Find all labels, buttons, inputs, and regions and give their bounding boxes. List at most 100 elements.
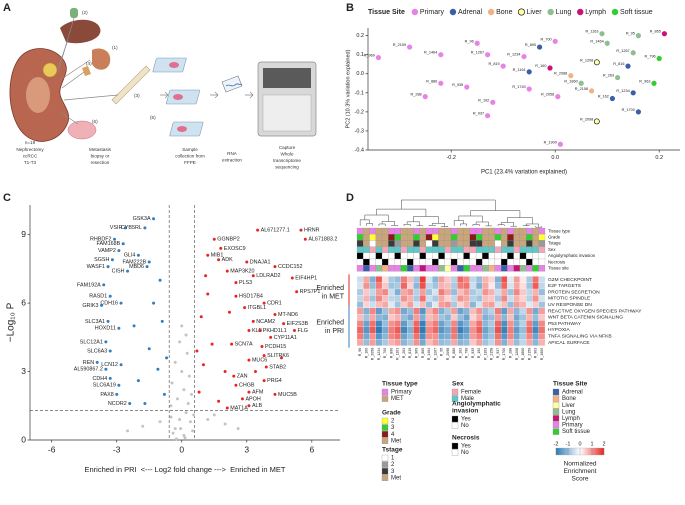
legend-label: Liver	[562, 403, 575, 409]
annotation-cell	[425, 258, 433, 266]
annotation-cell	[463, 246, 470, 253]
panel-label: B	[346, 2, 354, 14]
point-label: R_2158	[575, 87, 588, 91]
data-point	[204, 274, 208, 278]
annotation-cell	[363, 227, 370, 235]
heatmap-cell	[363, 307, 370, 315]
heatmap-cell	[494, 314, 502, 321]
annotation-cell	[507, 227, 514, 235]
annotation-cell	[532, 240, 539, 247]
annotation-cell	[388, 265, 395, 272]
legend-swatch	[552, 388, 560, 396]
column-label: R_1860	[521, 348, 525, 361]
dendrogram	[401, 199, 496, 211]
heatmap-cell	[356, 333, 364, 340]
heatmap-cell	[488, 307, 495, 315]
heatmap-cell	[356, 276, 364, 283]
dendrogram	[458, 215, 483, 222]
annotation-cell	[363, 234, 370, 241]
heatmap-cell	[432, 282, 439, 290]
row-label: G2M CHECKPOINT	[548, 277, 592, 283]
heatmap-cell	[519, 326, 527, 334]
gene-label: CCDC152	[278, 264, 303, 270]
heatmap-cell	[538, 301, 546, 309]
gene-label: STAB2	[269, 364, 286, 370]
heatmap-cell	[532, 288, 539, 296]
y-tick-label: 3	[21, 366, 26, 376]
gene-label: APOH	[245, 396, 260, 402]
heatmap-cell	[501, 301, 508, 309]
data-point	[206, 417, 210, 421]
annotation-cell	[450, 252, 458, 260]
annotation-cell	[482, 234, 489, 241]
annotation-cell	[482, 240, 489, 247]
step-label: resection	[91, 160, 110, 165]
legend-label: Adrenal	[458, 9, 483, 16]
heatmap-cell	[513, 326, 521, 334]
heatmap-cell	[413, 282, 420, 290]
row-label: TNFA SIGNALING VIA NFKB	[548, 334, 612, 340]
annotation-cell	[469, 258, 477, 266]
track-label: Angiolymphatic invasion	[548, 253, 596, 258]
data-point	[247, 404, 251, 408]
heatmap-cell	[388, 295, 395, 302]
column-label: R_886	[452, 348, 456, 359]
heatmap-cell	[488, 333, 495, 340]
heatmap-cell	[507, 301, 514, 309]
heatmap-cell	[532, 320, 539, 327]
data-point	[183, 436, 187, 440]
annotation-cell	[507, 234, 514, 241]
gene-label: HOXD11	[95, 326, 116, 332]
point-label: R_700	[540, 37, 551, 41]
heatmap-cell	[394, 314, 401, 321]
column-label: R_1163	[483, 348, 487, 360]
heatmap-cell	[501, 333, 508, 340]
heatmap-cell	[475, 326, 483, 334]
annotation-cell	[407, 252, 414, 260]
annotation-cell	[432, 265, 439, 272]
data-point	[173, 427, 177, 431]
heatmap-cell	[394, 301, 401, 309]
heatmap-cell	[369, 314, 376, 321]
heatmap-cell	[369, 276, 376, 283]
data-point	[262, 301, 266, 305]
annotation-cell	[513, 240, 521, 247]
annotation-cell	[419, 258, 427, 266]
gene-label: PLS3	[239, 280, 252, 286]
legend-title: Tissue type	[382, 381, 418, 388]
heatmap-cell	[369, 307, 376, 315]
y-tick-label: -0.1	[355, 90, 364, 96]
annotation-cell	[457, 227, 464, 235]
heatmap-cell	[356, 320, 364, 327]
x-tick-label: -3	[113, 444, 121, 454]
data-point	[635, 33, 642, 39]
legend-title: Tstage	[382, 447, 403, 454]
annotation-cell	[438, 240, 445, 247]
heatmap-cell	[532, 301, 539, 309]
site-number: (3)	[134, 93, 140, 98]
heatmap-cell	[501, 295, 508, 302]
heatmap-cell	[438, 314, 445, 321]
heatmap-cell	[482, 288, 489, 296]
step-label: Metastasis	[89, 147, 112, 152]
annotation-cell	[425, 240, 433, 247]
annotation-cell	[419, 252, 427, 260]
heatmap-cell	[381, 320, 389, 327]
lung	[70, 8, 78, 18]
column-label: R_890	[389, 348, 393, 359]
data-point	[240, 397, 244, 401]
legend-label: Liver	[526, 9, 542, 16]
heatmap-cell	[388, 307, 395, 315]
heatmap-cell	[363, 326, 370, 334]
data-point	[243, 306, 247, 310]
annotation-cell	[475, 227, 483, 235]
heatmap-cell	[444, 288, 452, 296]
annotation-cell	[513, 258, 521, 266]
data-point	[245, 260, 249, 264]
annotation-cell	[482, 246, 489, 253]
heatmap-cell	[388, 301, 395, 309]
cohort-size: n=19	[25, 140, 36, 145]
heatmap-cell	[419, 276, 427, 283]
data-point	[264, 365, 268, 369]
heatmap-cell	[519, 301, 527, 309]
